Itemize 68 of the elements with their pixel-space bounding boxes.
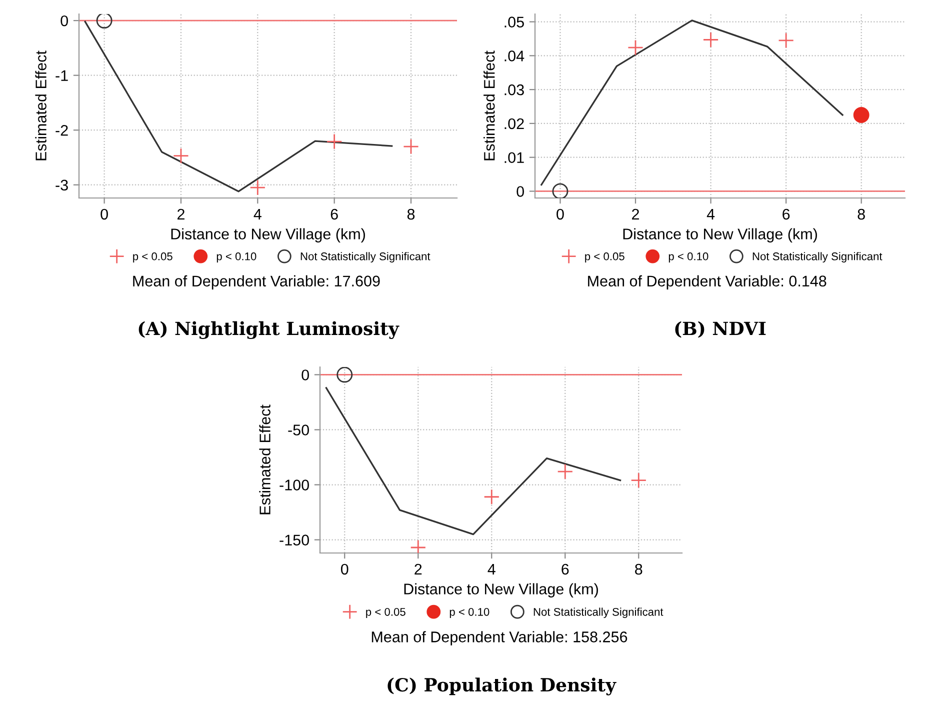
legend-label: p < 0.05 — [133, 252, 172, 262]
x-axis-title: Distance to New Village (km) — [171, 228, 365, 242]
point — [326, 134, 342, 150]
y-tick-label: -100 — [280, 480, 309, 490]
y-tick-label: -1 — [56, 70, 68, 81]
y-axis-title: Estimated Effect — [35, 50, 46, 160]
point — [552, 183, 568, 198]
point — [96, 14, 112, 29]
y-axis-title: Estimated Effect — [484, 50, 495, 160]
legend-label: p < 0.05 — [366, 608, 406, 618]
legend-label: Not Statistically Significant — [534, 608, 664, 618]
point — [250, 180, 266, 196]
text: Mean of Dependent Variable: 17.609 — [133, 275, 380, 290]
x-tick-label: 8 — [858, 208, 865, 220]
legend-label: p < 0.10 — [216, 252, 256, 262]
x-tick-label: 2 — [414, 564, 422, 574]
point — [336, 367, 353, 383]
x-tick-label: 2 — [632, 208, 639, 220]
x-tick-label: 4 — [254, 208, 262, 220]
text: (C) Population Density — [388, 678, 616, 696]
y-tick-label: -2 — [56, 124, 68, 136]
x-tick-label: 8 — [407, 208, 415, 220]
y-tick-label: .04 — [504, 50, 524, 62]
line-series — [325, 387, 622, 536]
text: (A) Nightlight Luminosity — [138, 321, 400, 340]
line-series — [540, 20, 844, 186]
y-tick-label: 0 — [60, 15, 68, 26]
y-tick-label: 0 — [302, 370, 309, 380]
line-series — [84, 20, 393, 192]
y-tick-label: .01 — [504, 152, 524, 164]
point — [628, 40, 644, 56]
x-tick-label: 6 — [782, 208, 790, 220]
x-tick-label: 2 — [177, 208, 184, 220]
x-tick-label: 0 — [100, 208, 108, 220]
legend-label: p < 0.10 — [668, 252, 708, 262]
legend-label: Not Statistically Significant — [300, 252, 430, 262]
y-tick-label: 0 — [516, 186, 524, 197]
x-tick-label: 4 — [488, 564, 496, 574]
y-tick-label: -150 — [280, 534, 309, 546]
x-tick-label: 0 — [556, 208, 564, 220]
y-tick-label: .02 — [504, 118, 524, 130]
point — [630, 472, 647, 488]
point — [410, 540, 426, 553]
x-tick-label: 6 — [562, 564, 569, 575]
x-tick-label: 6 — [330, 208, 338, 220]
legend-label: p < 0.05 — [585, 252, 624, 262]
x-axis-title: Distance to New Village (km) — [404, 583, 598, 598]
text: Mean of Dependent Variable: 158.256 — [372, 631, 628, 646]
text: Mean of Dependent Variable: 0.148 — [588, 275, 826, 290]
x-tick-label: 8 — [635, 564, 642, 575]
point — [702, 32, 719, 48]
point — [172, 148, 189, 164]
point — [557, 464, 574, 480]
y-tick-label: -50 — [288, 424, 309, 436]
point — [778, 32, 794, 48]
x-tick-label: 0 — [340, 564, 348, 575]
legend-label: Not Statistically Significant — [752, 252, 882, 262]
y-tick-label: -3 — [56, 180, 68, 191]
x-tick-label: 4 — [706, 208, 715, 220]
text: (B) NDVI — [675, 321, 766, 338]
point — [403, 138, 419, 154]
y-tick-label: .03 — [504, 84, 524, 96]
legend-label: p < 0.10 — [450, 608, 490, 618]
point — [484, 488, 500, 505]
y-axis-title: Estimated Effect — [259, 404, 270, 514]
y-tick-label: .05 — [504, 16, 524, 28]
point — [853, 107, 870, 123]
x-axis-title: Distance to New Village (km) — [623, 228, 817, 242]
